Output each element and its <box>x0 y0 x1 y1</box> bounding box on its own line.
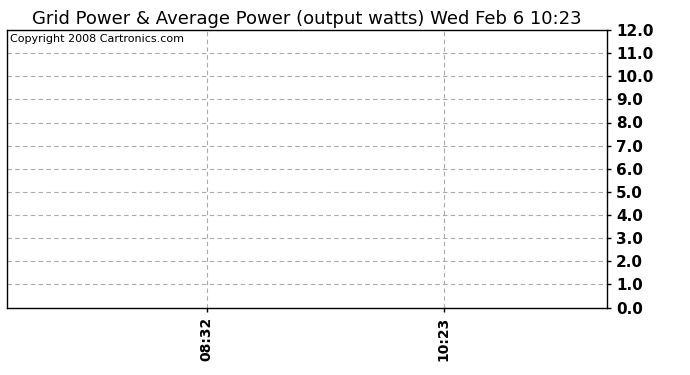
Title: Grid Power & Average Power (output watts) Wed Feb 6 10:23: Grid Power & Average Power (output watts… <box>32 10 582 28</box>
Text: Copyright 2008 Cartronics.com: Copyright 2008 Cartronics.com <box>10 34 184 44</box>
